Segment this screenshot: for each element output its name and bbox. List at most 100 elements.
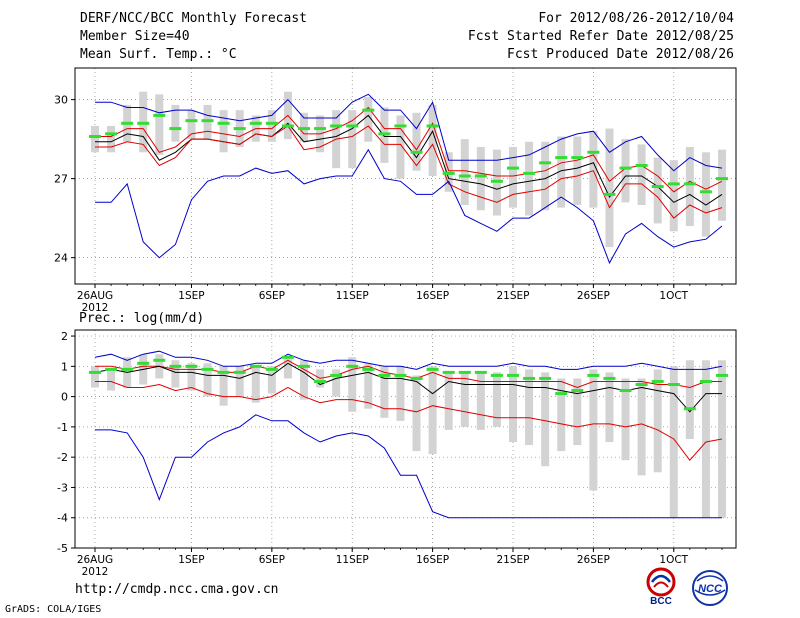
range-bar — [557, 136, 566, 208]
range-bar — [267, 110, 276, 142]
median-marker — [571, 389, 584, 393]
range-bar — [187, 110, 196, 140]
footer-url[interactable]: http://cmdp.ncc.cma.gov.cn — [75, 582, 279, 597]
median-marker — [651, 379, 664, 383]
median-marker — [330, 373, 343, 377]
x-tick-label: 21SEP — [497, 554, 530, 566]
plot-frame — [74, 329, 737, 549]
range-bar — [300, 360, 308, 400]
median-marker — [153, 358, 166, 362]
median-marker — [667, 383, 680, 386]
x-tick-label: 11SEP — [336, 554, 369, 566]
x-tick-label: 6SEP — [259, 554, 285, 566]
median-marker — [346, 124, 359, 128]
median-marker — [683, 407, 696, 411]
range-bar — [107, 125, 116, 153]
median-marker — [683, 182, 696, 186]
series-line-max — [94, 350, 723, 370]
range-bar — [396, 366, 405, 421]
median-marker — [362, 108, 375, 112]
median-marker — [249, 121, 262, 125]
figure-title: DERF/NCC/BCC Monthly Forecast — [80, 11, 307, 26]
range-bar — [637, 144, 646, 205]
median-marker — [716, 373, 728, 377]
y-tick-label: 0 — [61, 391, 68, 404]
range-bar — [396, 115, 405, 179]
range-bar — [155, 94, 164, 155]
median-marker — [555, 392, 568, 396]
x-tick-label: 26SEP — [577, 554, 610, 566]
median-marker — [539, 376, 552, 380]
median-marker — [603, 376, 616, 380]
range-bar — [348, 110, 357, 169]
median-marker — [169, 364, 182, 368]
median-marker — [523, 171, 536, 175]
x-tick-label: 1SEP — [178, 554, 204, 566]
median-marker — [426, 124, 439, 128]
median-marker — [667, 182, 680, 186]
median-marker — [89, 370, 101, 374]
median-marker — [105, 132, 118, 136]
y-tick-label: -3 — [57, 481, 68, 494]
x-tick-label: 1SEP — [178, 290, 204, 302]
median-marker — [169, 127, 182, 131]
y-tick-label: 27 — [54, 173, 68, 186]
range-bar — [621, 139, 630, 203]
y-tick-label: 24 — [54, 252, 68, 265]
range-bar — [525, 369, 534, 446]
range-bar — [573, 378, 582, 446]
range-bar — [91, 366, 99, 388]
range-bar — [460, 139, 469, 205]
median-marker — [699, 379, 712, 383]
y-tick-label: 1 — [61, 360, 68, 373]
x-tick-label: 26AUG — [77, 290, 113, 302]
bcc-logo-text: BCC — [650, 596, 672, 606]
median-marker — [378, 373, 391, 377]
range-bar — [187, 363, 196, 391]
range-bar — [541, 141, 550, 211]
median-marker — [330, 124, 343, 128]
range-bar — [332, 369, 341, 397]
range-bar — [476, 372, 485, 430]
range-bar — [669, 366, 678, 518]
range-bar — [219, 110, 228, 153]
bcc-logo-icon: BCC — [646, 567, 676, 606]
y-tick-label: -2 — [57, 451, 68, 464]
range-bar — [605, 128, 614, 248]
range-bar — [364, 96, 373, 142]
y-tick-label: -4 — [57, 512, 68, 525]
range-bar — [653, 157, 662, 224]
median-marker — [362, 367, 375, 371]
range-bar — [701, 360, 710, 518]
median-marker — [281, 124, 294, 128]
median-marker — [298, 127, 310, 131]
median-marker — [571, 156, 584, 160]
range-bar — [107, 369, 116, 391]
x-tick-label: 26AUG — [77, 554, 113, 566]
median-marker — [89, 134, 101, 138]
range-bar — [718, 149, 726, 221]
range-bar — [589, 131, 598, 208]
range-bar — [364, 363, 373, 409]
ncc-logo-icon: NCC — [692, 570, 728, 606]
median-marker — [635, 383, 648, 386]
forecast-period: For 2012/08/26-2012/10/04 — [538, 11, 734, 26]
footer-credit: GrADS: COLA/IGES — [5, 604, 102, 615]
median-marker — [217, 121, 230, 125]
median-marker — [507, 373, 519, 377]
median-marker — [442, 370, 455, 374]
median-marker — [233, 127, 246, 131]
median-marker — [410, 150, 423, 154]
chart-title: Prec.: log(mm/d) — [79, 311, 204, 326]
series-line-min — [95, 148, 723, 265]
median-marker — [217, 370, 230, 374]
median-marker — [185, 364, 198, 368]
range-bar — [91, 125, 99, 153]
range-bar — [283, 357, 292, 379]
median-marker — [298, 364, 310, 368]
series-line-mean — [94, 362, 722, 413]
range-bar — [251, 366, 260, 403]
median-marker — [153, 113, 166, 117]
